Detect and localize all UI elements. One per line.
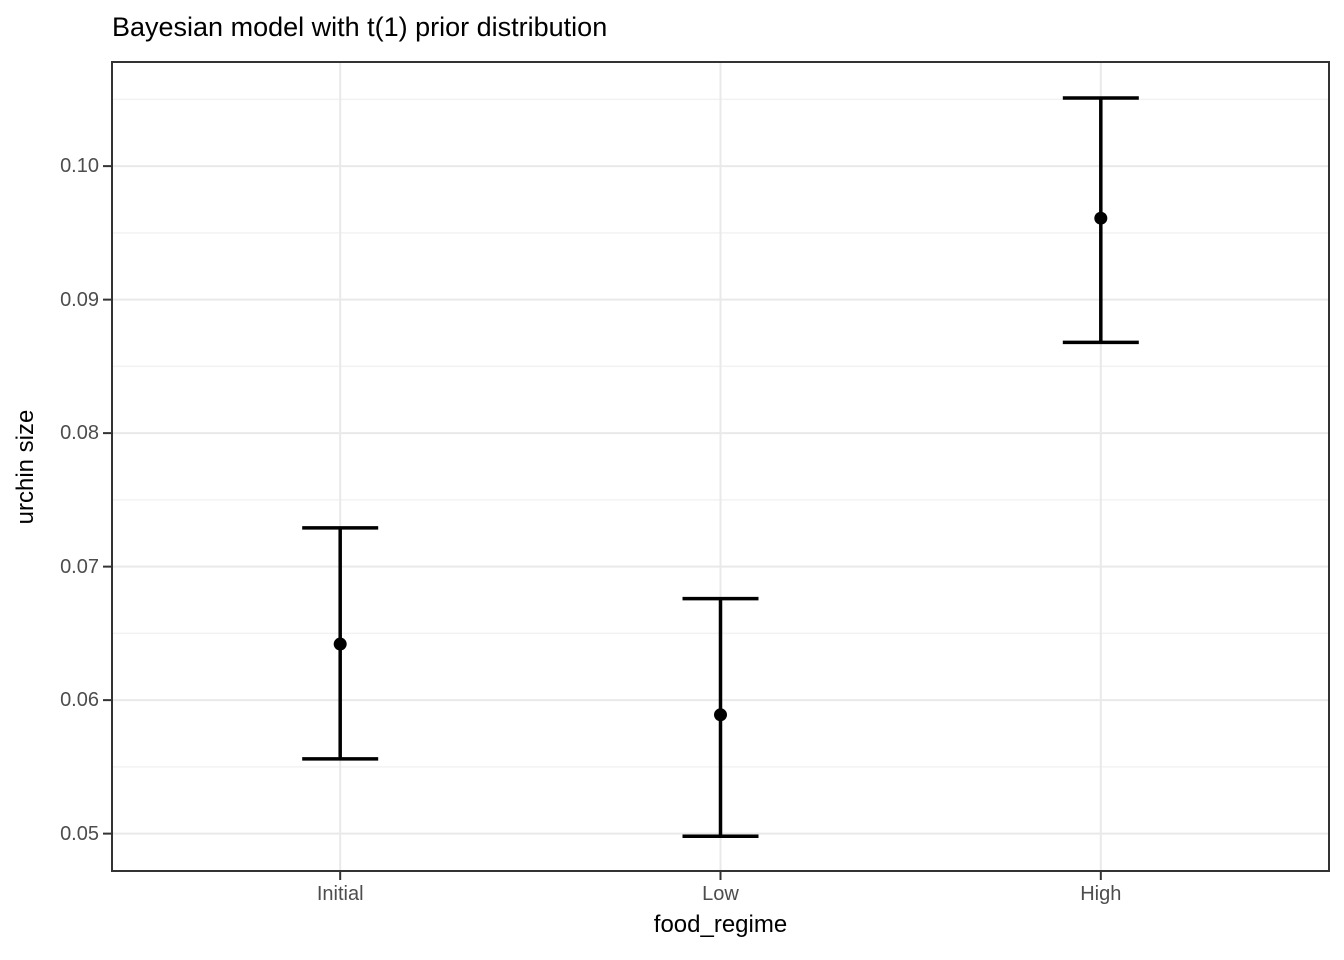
y-tick-label-0.05: 0.05 [60, 822, 99, 845]
chart-title: Bayesian model with t(1) prior distribut… [112, 12, 608, 42]
y-tick-label-0.10: 0.10 [60, 155, 99, 178]
x-axis-title: food_regime [653, 911, 788, 938]
x-tick-label-Low: Low [702, 883, 739, 905]
y-tick-label-0.06: 0.06 [60, 689, 99, 712]
y-tick-label-0.09: 0.09 [60, 288, 99, 311]
point-mean-High [1094, 211, 1108, 225]
x-tick-label-High: High [1080, 883, 1122, 905]
panel-border [111, 61, 1330, 872]
point-mean-Initial [333, 637, 347, 651]
point-mean-Low [714, 708, 727, 722]
y-tick-label-0.08: 0.08 [60, 422, 99, 445]
x-tick-label-Initial: Initial [316, 883, 364, 905]
y-tick-label-0.07: 0.07 [60, 555, 99, 578]
